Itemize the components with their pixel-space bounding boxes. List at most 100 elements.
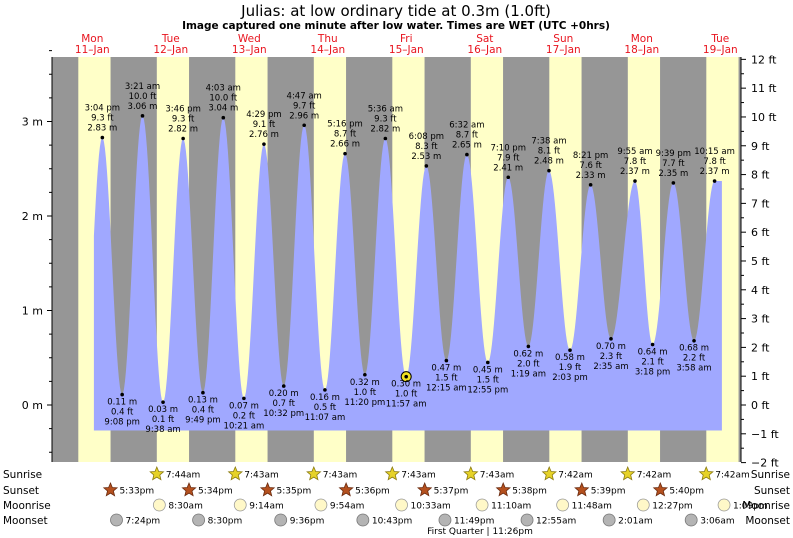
moonset-icon: [520, 513, 534, 527]
day-date: 13–Jan: [232, 44, 267, 56]
sunrise-icon: [698, 465, 714, 481]
sunrise-time: 7:43am: [401, 471, 436, 481]
day-name: Mon: [81, 33, 103, 45]
ft-tick-label: 3 ft: [751, 313, 770, 326]
tide-label: 2.83 m: [87, 124, 117, 134]
tide-label: 1.5 ft: [435, 374, 458, 384]
tide-label: 2.82 m: [168, 125, 198, 135]
tide-label: 7:38 am: [531, 137, 566, 147]
tide-point-29: [692, 338, 696, 343]
tide-label: 6:08 pm: [409, 132, 444, 142]
tide-label: 0.4 ft: [192, 406, 215, 416]
tide-point-7: [242, 396, 246, 401]
tide-label: 9:38 am: [145, 425, 180, 435]
moonset-time: 12:55am: [536, 517, 576, 527]
m-tick-label: 0 m: [22, 399, 43, 412]
tide-point-1: [120, 392, 124, 397]
tide-points: [100, 114, 717, 404]
tide-label: 10:32 pm: [263, 409, 304, 419]
sunset-icon: [259, 481, 276, 497]
tide-point-19: [486, 360, 490, 365]
moonrise-time: 10:33am: [411, 502, 451, 512]
ft-tick-label: −1 ft: [751, 428, 779, 441]
tide-point-14: [383, 136, 388, 141]
tide-label: 0.20 m: [269, 389, 299, 399]
sunrise-icon: [384, 465, 401, 481]
tide-point-25: [609, 337, 613, 341]
day-date: 14–Jan: [310, 44, 345, 56]
tide-label: 9.3 ft: [172, 115, 195, 125]
ft-tick-label: 9 ft: [751, 140, 770, 153]
day-date: 19–Jan: [703, 44, 738, 56]
tide-label: 9:08 pm: [104, 418, 139, 428]
moonset-row-label-left: Moonset: [3, 515, 48, 527]
day-date: 17–Jan: [546, 44, 581, 56]
tide-label: 2:35 am: [593, 362, 628, 372]
moonset-icon: [602, 513, 616, 527]
sunset-time: 5:36pm: [355, 487, 390, 497]
sunset-icon: [652, 481, 669, 497]
moonrise-icon: [314, 498, 328, 512]
tide-label: 8:21 pm: [573, 151, 608, 161]
tide-point-5: [201, 390, 205, 395]
sunset-time: 5:35pm: [277, 487, 312, 497]
tide-point-8: [262, 142, 266, 146]
tide-label: 0.07 m: [229, 401, 259, 411]
tide-label: 2.37 m: [700, 167, 730, 177]
tide-label: 8.1 ft: [538, 147, 561, 157]
tide-label: 7.8 ft: [624, 157, 647, 167]
tide-label: 11:20 pm: [344, 398, 385, 408]
tide-label: 2:03 pm: [552, 373, 587, 383]
ft-tick-label: −2 ft: [751, 457, 779, 470]
tide-label: 2.3 ft: [600, 352, 623, 362]
tide-point-11: [323, 388, 327, 392]
tide-label: 7.8 ft: [703, 157, 726, 167]
chart-title: Julias: at low ordinary tide at 0.3m (1.…: [240, 2, 551, 20]
ft-tick-label: 1 ft: [751, 370, 770, 383]
night-band: [52, 57, 79, 462]
tide-label: 0.58 m: [555, 353, 585, 363]
tide-point-16: [424, 164, 429, 168]
tide-label: 3:18 pm: [635, 368, 670, 378]
sunrise-icon: [227, 465, 244, 481]
moonrise-icon: [475, 498, 489, 512]
tide-label: 8.3 ft: [415, 142, 438, 152]
day-name: Tue: [161, 33, 180, 45]
ft-tick-label: 0 ft: [751, 399, 770, 412]
sunrise-icon: [541, 465, 557, 481]
tide-point-13: [363, 372, 367, 377]
tide-label: 0.16 m: [310, 393, 340, 403]
tide-label: 4:03 am: [206, 84, 241, 94]
sunset-row-label-left: Sunset: [3, 485, 39, 497]
sunset-time: 5:34pm: [198, 487, 233, 497]
tide-label: 2.65 m: [452, 141, 482, 151]
tide-label: 11:07 am: [305, 413, 346, 423]
tide-label: 0.45 m: [473, 365, 503, 375]
tide-label: 0.13 m: [188, 396, 218, 406]
tide-label: 4:47 am: [287, 91, 322, 101]
tide-label: 1.0 ft: [395, 390, 418, 400]
sunrise-time: 7:42am: [715, 471, 750, 481]
tide-label: 7.6 ft: [579, 161, 602, 171]
sun-moon-rows: Sunrise Sunrise 7:44am 7:43am 7:43am 7:43am 7:…: [3, 465, 790, 537]
tide-label: 9.7 ft: [293, 101, 316, 111]
tide-label: 1:19 am: [511, 369, 546, 379]
tide-label: 10.0 ft: [209, 94, 237, 104]
tide-label: 5:16 pm: [327, 120, 362, 130]
tide-label: 0.70 m: [596, 342, 626, 352]
sunset-time: 5:37pm: [434, 487, 469, 497]
tide-point-6: [221, 115, 226, 120]
day-name: Thu: [317, 33, 338, 45]
day-name: Fri: [400, 33, 413, 45]
sunset-icon: [495, 481, 511, 497]
tide-label: 0.03 m: [148, 405, 178, 415]
tide-label: 9.1 ft: [253, 120, 276, 130]
sunrise-time: 7:43am: [480, 471, 515, 481]
ft-tick-label: 10 ft: [751, 111, 777, 124]
tide-label: 3.04 m: [208, 104, 238, 114]
tide-label: 3.06 m: [128, 102, 158, 112]
tide-label: 0.32 m: [350, 378, 380, 388]
sunset-row-label-right: Sunset: [754, 485, 790, 497]
day-name: Sun: [553, 33, 573, 45]
